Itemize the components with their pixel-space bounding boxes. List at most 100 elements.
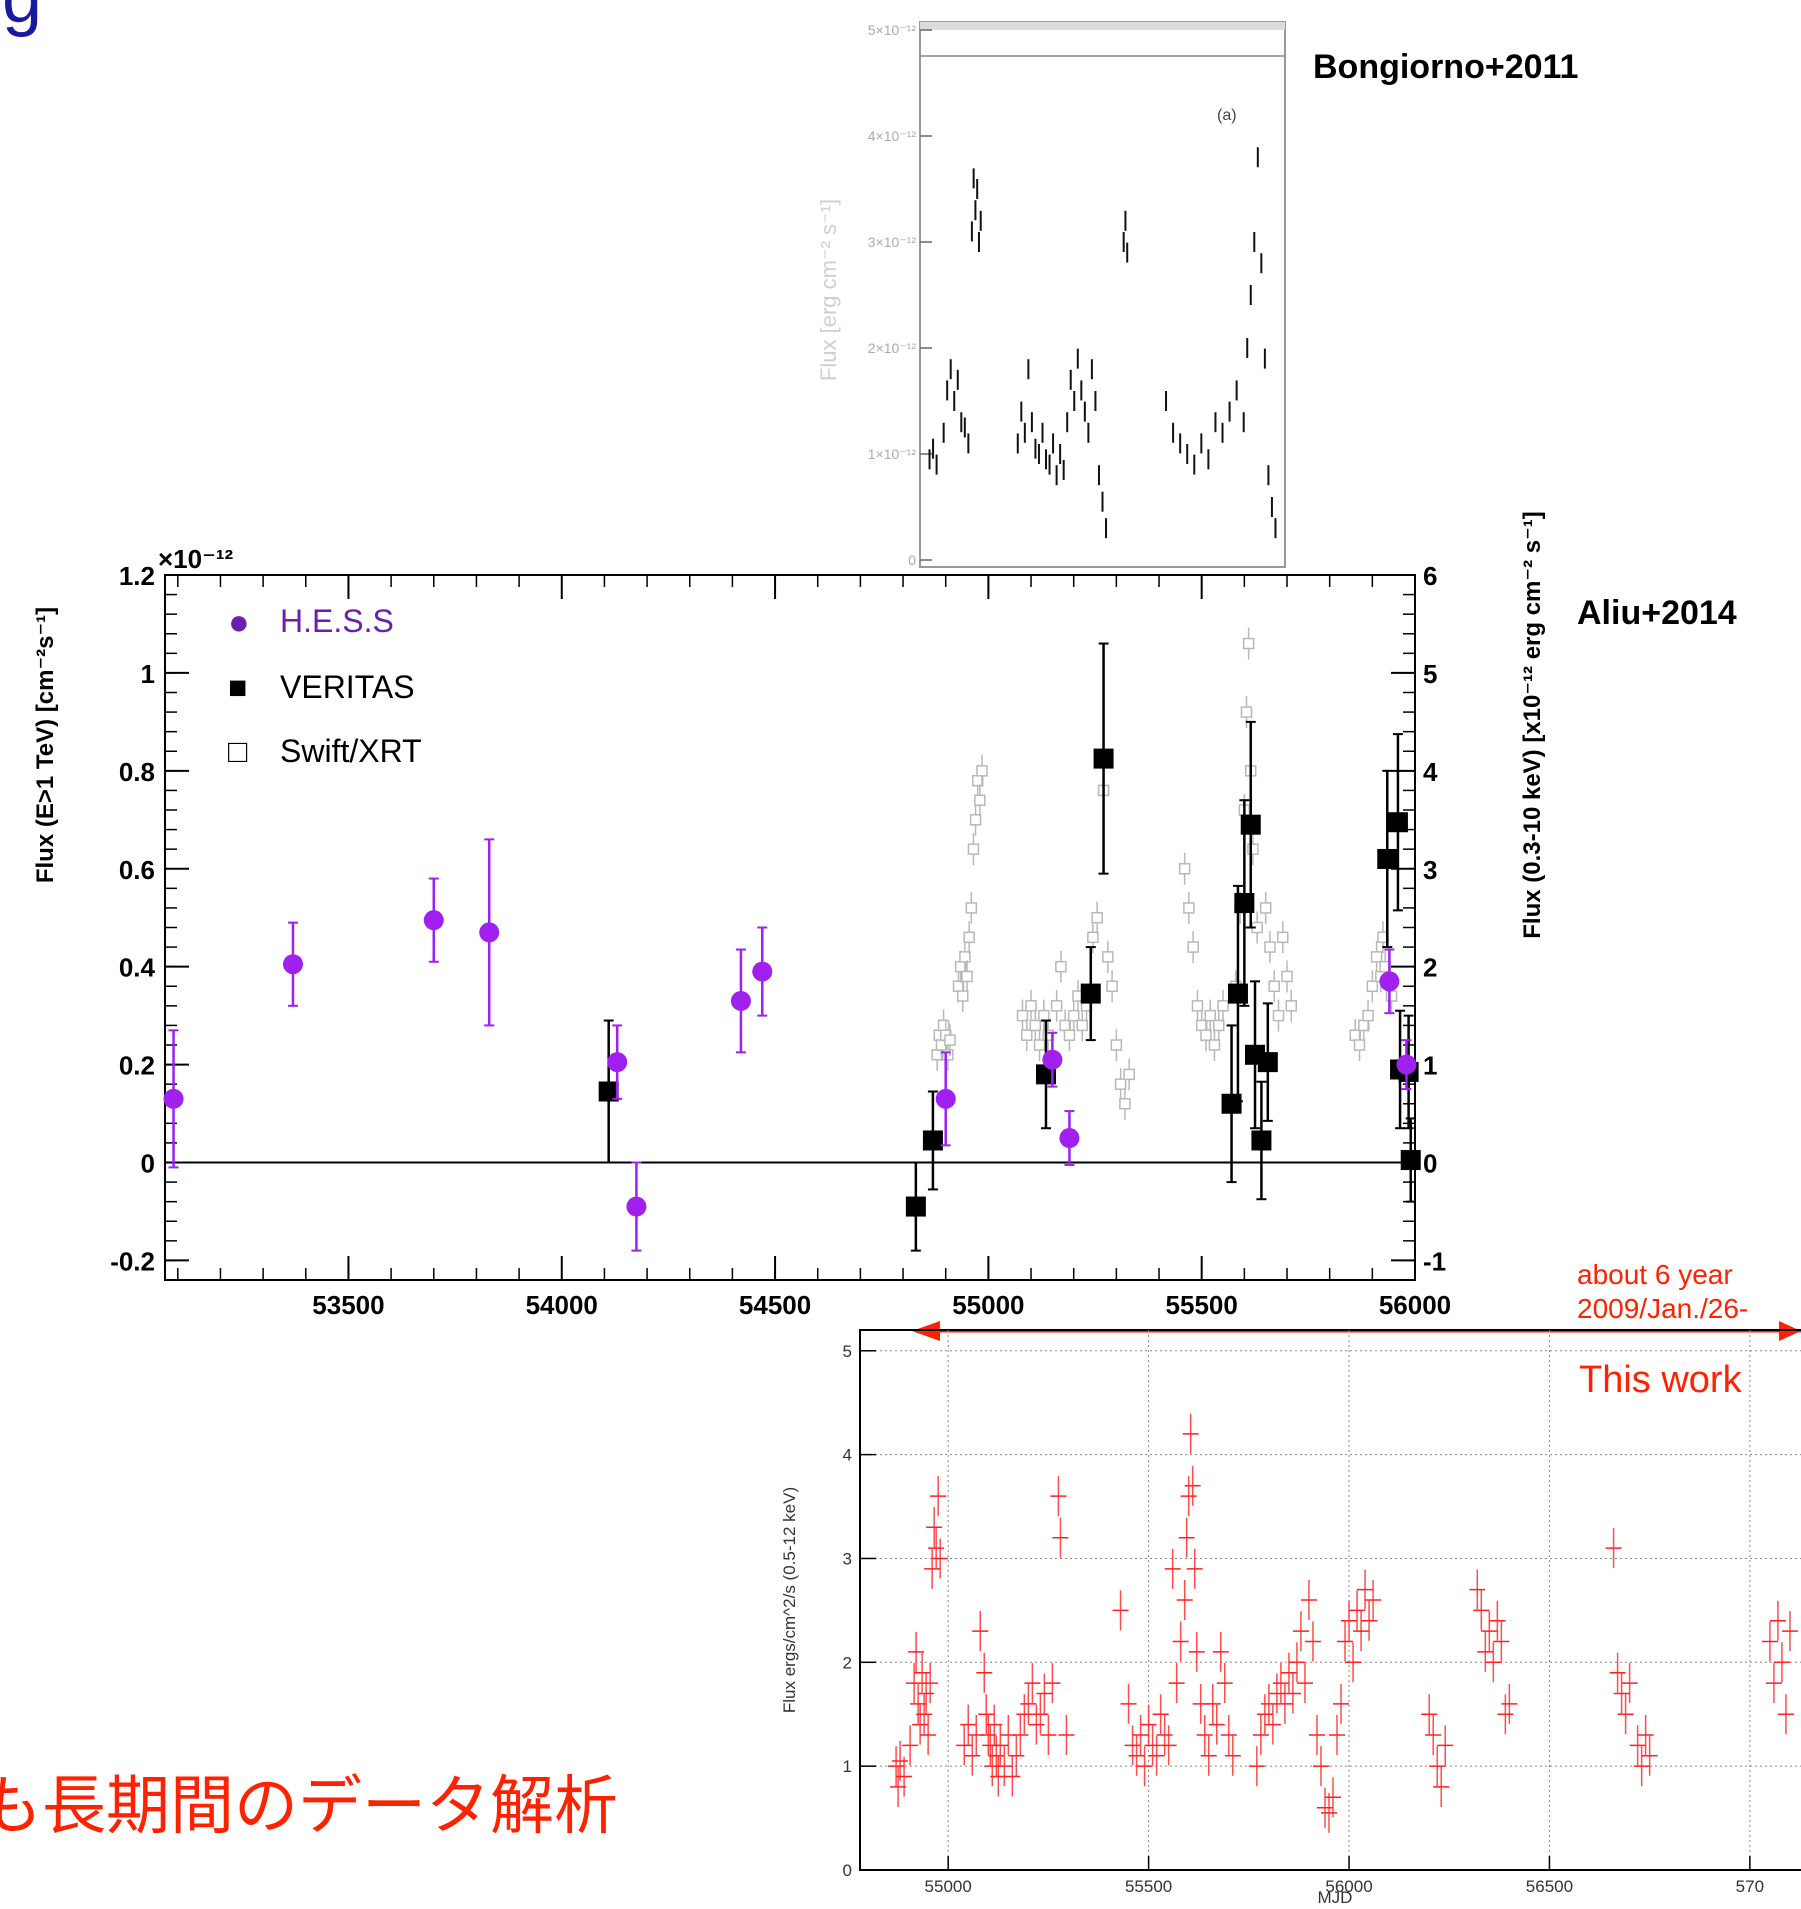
- aliu-reference-label: Aliu+2014: [1577, 594, 1737, 632]
- swift-point: [1242, 637, 1255, 650]
- swift-point: [1204, 1009, 1216, 1022]
- swift-point: [1063, 1029, 1076, 1041]
- swift-point: [957, 990, 969, 1002]
- veritas-point: [922, 1130, 943, 1151]
- swift-point: [1038, 1009, 1050, 1022]
- swift-point: [1055, 960, 1067, 973]
- aliu-y-tick-label: 0.4: [119, 953, 156, 983]
- swift-point: [1247, 843, 1259, 855]
- this-work-plot: Flux ergs/cm^2/s (0.5-12 keV) MJD 0 1 2 3 4 5…: [780, 1329, 1801, 1907]
- veritas-point: [905, 1196, 926, 1217]
- arrow-annotation-line2: 2009/Jan./26-: [1577, 1293, 1748, 1324]
- swift-point: [952, 980, 965, 992]
- bongiorno-y-tick-label: 2×10⁻¹²: [868, 340, 917, 356]
- hess-point: [752, 961, 773, 982]
- swift-point: [1264, 941, 1276, 953]
- swift-point: [1187, 941, 1199, 953]
- veritas-point: [1377, 848, 1398, 869]
- aliu-x-tick-label: 55000: [952, 1290, 1024, 1320]
- aliu-right-tick-label: 3: [1423, 855, 1437, 885]
- this-work-x-tick-label: 570: [1736, 1877, 1764, 1896]
- bongiorno-y-tick-label: 3×10⁻¹²: [868, 234, 917, 250]
- bongiorno-reference-label: Bongiorno+2011: [1313, 48, 1578, 86]
- aliu-y-tick-label: 0: [141, 1149, 155, 1179]
- aliu-y-tick-label: 0.8: [119, 757, 155, 787]
- aliu-plot: ×10⁻¹² Flux (E>1 TeV) [cm⁻²s⁻¹] Flux (0.…: [32, 511, 1546, 1320]
- swift-point: [1285, 1000, 1298, 1012]
- swift-point: [971, 774, 984, 787]
- this-work-y-tick-label: 5: [843, 1342, 852, 1361]
- swift-point: [931, 1049, 943, 1061]
- swift-point: [1106, 980, 1118, 992]
- aliu-y-tick-label: 1: [141, 659, 155, 689]
- aliu-right-tick-label: 0: [1423, 1149, 1437, 1179]
- swift-point: [1114, 1078, 1127, 1090]
- hess-point: [1059, 1128, 1080, 1149]
- swift-point: [1178, 863, 1191, 875]
- veritas-point: [1234, 893, 1255, 914]
- arrow-annotation-line1: about 6 year: [1577, 1259, 1733, 1290]
- this-work-x-axis-label: MJD: [1318, 1888, 1353, 1907]
- aliu-right-tick-label: 1: [1423, 1051, 1437, 1081]
- aliu-multiplier: ×10⁻¹²: [158, 544, 233, 574]
- bongiorno-y-tick-label: 4×10⁻¹²: [868, 128, 917, 144]
- swift-point: [1200, 1029, 1212, 1041]
- swift-point: [969, 814, 982, 826]
- swift-point: [1213, 1019, 1225, 1032]
- aliu-right-tick-label: 5: [1423, 659, 1437, 689]
- bongiorno-data: [928, 147, 1277, 539]
- bongiorno-panel-tag: (a): [1217, 107, 1237, 124]
- hess-point: [1396, 1054, 1417, 1075]
- legend-marker-hess: ●: [228, 601, 250, 642]
- hess-point: [423, 910, 444, 931]
- swift-point: [967, 843, 980, 855]
- bongiorno-frame: [919, 21, 1286, 568]
- aliu-right-tick-label: 4: [1423, 757, 1438, 787]
- aliu-axes: -0.2 0 0.2 0.4 0.6 0.8 1 1.2 -1 0 1 2 3 4 5 6 53500 54000…: [110, 561, 1451, 1320]
- swift-point: [963, 931, 975, 944]
- aliu-right-axis-label: Flux (0.3-10 keV) [x10⁻¹² erg cm⁻² s⁻¹]: [1519, 511, 1546, 938]
- bongiorno-y-axis-label: Flux [erg cm⁻² s⁻¹]: [816, 199, 841, 381]
- bongiorno-y-tick-label: 5×10⁻¹²: [868, 22, 917, 38]
- swift-point: [1349, 1029, 1362, 1041]
- swift-point: [1281, 970, 1293, 983]
- this-work-x-tick-label: 55500: [1125, 1877, 1172, 1896]
- hess-point: [626, 1196, 647, 1217]
- aliu-x-tick-label: 54000: [526, 1290, 598, 1320]
- swift-point: [1240, 706, 1253, 718]
- bongiorno-y-ticks: 0 1×10⁻¹² 2×10⁻¹² 3×10⁻¹² 4×10⁻¹² 5×10⁻¹²: [868, 22, 932, 568]
- hess-point: [163, 1088, 184, 1109]
- swift-point: [1110, 1039, 1123, 1051]
- this-work-y-tick-label: 1: [843, 1757, 852, 1776]
- swift-point: [1217, 1000, 1229, 1012]
- this-work-x-tick-label: 56500: [1526, 1877, 1573, 1896]
- hess-point: [1042, 1049, 1063, 1070]
- legend-marker-swift: □: [228, 733, 248, 769]
- hess-point: [935, 1088, 956, 1109]
- hess-point: [1379, 971, 1400, 992]
- aliu-y-tick-label: 1.2: [119, 561, 155, 591]
- this-work-axes: 0 1 2 3 4 5 55000 55500 56000 56500 570: [843, 1330, 1801, 1896]
- swift-point: [954, 960, 967, 973]
- legend-label-swift: Swift/XRT: [280, 733, 422, 769]
- this-work-x-tick-label: 56000: [1325, 1877, 1372, 1896]
- veritas-point: [1400, 1150, 1421, 1171]
- bongiorno-y-tick-label: 1×10⁻¹²: [868, 446, 917, 462]
- aliu-x-tick-label: 53500: [312, 1290, 384, 1320]
- legend-marker-veritas: ■: [228, 669, 247, 705]
- this-work-x-tick-label: 55000: [925, 1877, 972, 1896]
- hess-point: [479, 922, 500, 943]
- veritas-point: [1240, 814, 1261, 835]
- this-work-y-tick-label: 3: [843, 1549, 852, 1568]
- veritas-point: [1257, 1052, 1278, 1073]
- aliu-x-tick-label: 56000: [1379, 1290, 1451, 1320]
- swift-point: [1016, 1009, 1029, 1022]
- veritas-point: [1093, 748, 1114, 769]
- swift-point: [1025, 1000, 1037, 1012]
- this-work-y-tick-label: 2: [843, 1653, 852, 1672]
- legend-label-hess: H.E.S.S: [280, 603, 394, 639]
- aliu-right-tick-label: -1: [1423, 1246, 1446, 1276]
- hess-point: [607, 1052, 628, 1073]
- swift-point: [976, 765, 988, 777]
